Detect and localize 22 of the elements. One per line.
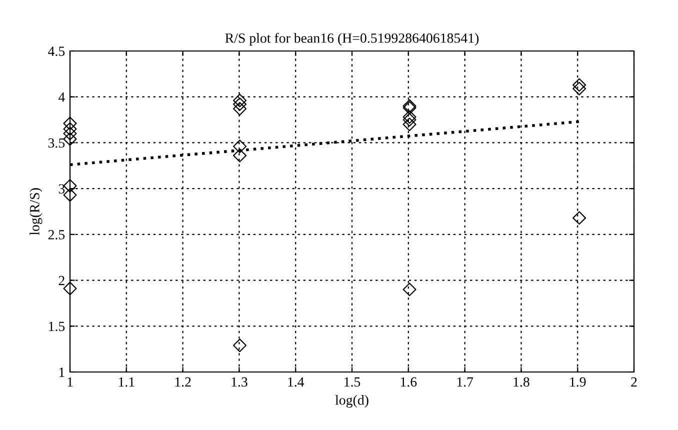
y-tick-label: 4: [58, 92, 65, 102]
chart-title: R/S plot for bean16 (H=0.519928640618541): [225, 32, 479, 46]
x-tick-label: 1.2: [175, 377, 191, 387]
y-tick-label: 2.5: [48, 230, 65, 240]
y-tick-label: 1.5: [49, 322, 65, 332]
y-tick-label: 2: [58, 276, 64, 286]
y-tick-label: 3: [58, 184, 65, 194]
x-tick-label: 1: [68, 377, 73, 386]
x-tick-label: 1.6: [400, 377, 417, 387]
x-axis-title: log(d): [335, 395, 368, 408]
x-tick-label: 1.9: [570, 377, 586, 387]
x-tick-label: 1.4: [288, 377, 304, 387]
y-tick-label: 3.5: [48, 138, 65, 148]
y-tick-label: 4.5: [48, 46, 65, 56]
x-tick-label: 1.1: [118, 377, 134, 387]
x-tick-label: 1.8: [514, 377, 530, 387]
x-tick-label: 1.5: [344, 377, 360, 387]
x-tick-label: 1.7: [457, 377, 474, 387]
y-axis-title: log(R/S): [30, 188, 42, 236]
x-tick-label: 2: [631, 377, 637, 386]
y-tick-label: 1: [59, 368, 64, 377]
x-tick-label: 1.3: [232, 377, 248, 387]
